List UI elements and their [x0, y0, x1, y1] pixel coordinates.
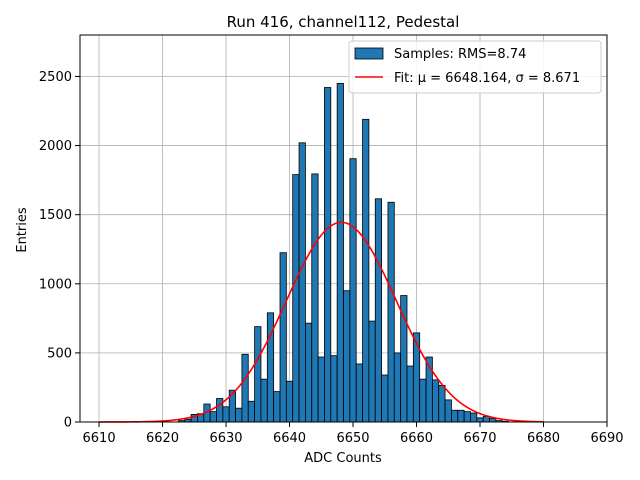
y-tick-label: 0: [64, 416, 72, 431]
x-tick-label: 6620: [146, 431, 179, 446]
histogram-bar: [444, 399, 452, 423]
histogram-bar: [470, 412, 478, 423]
histogram-bar: [254, 326, 262, 423]
histogram-bar: [400, 295, 408, 423]
y-tick-label: 2000: [39, 139, 72, 154]
chart-title: Run 416, channel112, Pedestal: [227, 13, 460, 31]
x-tick-label: 6610: [83, 431, 116, 446]
histogram-bar: [279, 252, 287, 423]
histogram-bar: [355, 363, 363, 423]
histogram-bar: [387, 201, 395, 423]
histogram-bar: [476, 417, 484, 423]
x-axis-label: ADC Counts: [304, 451, 382, 466]
legend-box: [348, 40, 602, 94]
histogram-bar: [317, 356, 325, 423]
histogram-bar: [343, 290, 351, 423]
histogram-bar: [489, 418, 497, 423]
histogram-bar: [451, 409, 459, 423]
histogram-bar: [285, 380, 294, 423]
plot-frame: [79, 34, 608, 423]
x-tick-label: 6670: [463, 431, 496, 446]
y-tick-label: 2500: [39, 70, 72, 85]
y-tick-label: 1000: [39, 277, 72, 292]
histogram-bar: [393, 352, 402, 423]
histogram-bar: [438, 384, 446, 423]
histogram-bar: [362, 118, 370, 423]
histogram-bar: [209, 411, 217, 423]
histogram-bar: [349, 158, 357, 423]
histogram-bar: [292, 174, 300, 423]
histogram-bar: [330, 355, 338, 423]
histogram-bar: [311, 173, 319, 423]
legend-label-fit: Fit: μ = 6648.164, σ = 8.671: [394, 71, 580, 86]
x-tick-label: 6630: [209, 431, 242, 446]
histogram-bar: [241, 353, 249, 423]
histogram-bar: [305, 322, 313, 423]
histogram-bar: [247, 400, 256, 423]
legend-label-samples: Samples: RMS=8.74: [394, 47, 526, 62]
histogram-bar: [482, 416, 490, 423]
y-tick-label: 1500: [39, 208, 72, 223]
y-axis-ticks: 0 500 1000 1500 2000 2500: [39, 70, 80, 431]
legend-swatch-samples: [354, 47, 384, 60]
histogram-bar: [374, 198, 382, 423]
histogram-bar: [235, 407, 243, 423]
x-tick-label: 6690: [590, 431, 623, 446]
histogram-bar: [324, 87, 332, 423]
histogram-bar: [273, 391, 281, 423]
x-axis-ticks: 6610 6620 6630 6640 6650 6660 6670 6680 6690: [83, 422, 624, 446]
histogram-bar: [222, 406, 230, 423]
histogram-bar: [368, 320, 376, 423]
histogram-bar: [431, 379, 440, 423]
histogram-bar: [381, 374, 389, 423]
histogram-bar: [406, 365, 414, 423]
histogram-bar: [336, 82, 344, 423]
histogram-bar: [419, 378, 427, 423]
x-tick-label: 6650: [336, 431, 369, 446]
y-tick-label: 500: [47, 346, 72, 361]
histogram-bar: [463, 411, 471, 423]
histogram-bar: [457, 409, 465, 423]
x-tick-label: 6680: [527, 431, 560, 446]
histogram-bar: [298, 142, 306, 423]
x-tick-label: 6640: [273, 431, 306, 446]
gaussian-fit-line: [99, 221, 544, 423]
legend: Samples: RMS=8.74 Fit: μ = 6648.164, σ =…: [348, 40, 602, 94]
histogram-bar: [260, 378, 268, 423]
y-axis-label: Entries: [15, 207, 30, 253]
x-tick-label: 6660: [400, 431, 433, 446]
